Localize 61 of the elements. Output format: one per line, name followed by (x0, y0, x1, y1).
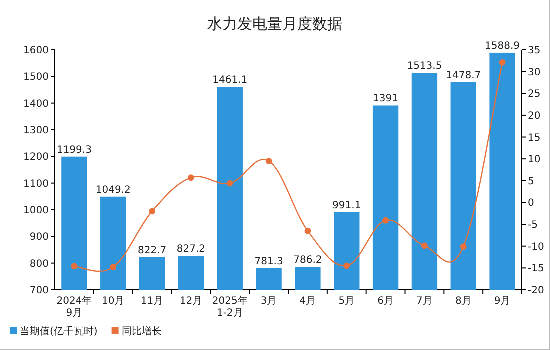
data-label: 1199.3 (56, 144, 92, 156)
point (110, 264, 117, 271)
x-tick-label: 5月 (338, 296, 356, 307)
data-label: 1461.1 (212, 75, 248, 86)
point (226, 180, 234, 187)
point (422, 242, 428, 250)
x-tick-label: 11月 (140, 296, 164, 307)
y2-tick-label: 5 (528, 176, 534, 188)
x-tick-label: 10月 (102, 296, 125, 307)
y2-tick-label: -15 (528, 264, 544, 275)
point (460, 244, 467, 250)
data-label: 822.7 (138, 245, 167, 256)
x-tick-label: 7月 (416, 296, 433, 307)
y-tick-label: 800 (30, 258, 49, 270)
y-tick-label: 1400 (24, 98, 49, 110)
data-label: 827.2 (176, 244, 206, 256)
data-label: 786.2 (294, 255, 322, 266)
x-tick-label: 12月 (180, 296, 203, 307)
point (266, 158, 272, 164)
point (304, 228, 312, 234)
data-label: 991.1 (332, 200, 362, 212)
x-tick-label: 2024年 9月 (56, 295, 92, 319)
y-tick-label: 1500 (24, 72, 49, 84)
data-label: 1049.2 (96, 184, 131, 196)
legend-label: 同比增长 (122, 326, 162, 338)
x-tick-label: 9月 (494, 296, 511, 307)
point (188, 174, 194, 182)
x-tick-label: 6月 (378, 296, 394, 307)
data-label: 1391 (373, 94, 399, 105)
y-tick-label: 1000 (24, 206, 49, 216)
y2-tick-label: 0 (528, 198, 534, 210)
y2-tick-label: 35 (528, 46, 541, 56)
y-tick-label: 1100 (24, 178, 49, 190)
y2-tick-label: 10 (528, 154, 541, 166)
data-label: 1588.9 (485, 40, 520, 52)
y-tick-label: 900 (30, 232, 49, 244)
y2-tick-label: 30 (528, 67, 541, 78)
point (71, 263, 78, 270)
point (149, 208, 156, 215)
legend-label: 当期值(亿千瓦时) (20, 326, 98, 338)
y2-tick-label: 15 (528, 132, 541, 144)
y-tick-label: 1200 (24, 152, 49, 164)
y-tick-label: 700 (30, 286, 49, 296)
y2-tick-label: -10 (528, 242, 544, 253)
y2-tick-label: -5 (528, 220, 538, 232)
y-tick-label: 1300 (24, 126, 49, 136)
y-tick-label: 1600 (24, 46, 49, 56)
y2-tick-label: -20 (528, 286, 544, 296)
x-tick-label: 3月 (260, 296, 278, 307)
point (499, 59, 506, 66)
chart-title: 水力发电量月度数据 (208, 15, 342, 33)
x-tick-label: 2025年 1-2月 (212, 295, 248, 319)
data-label: 1513.5 (407, 61, 442, 72)
data-label: 781.3 (254, 256, 284, 268)
point (382, 217, 389, 224)
y2-tick-label: 20 (528, 110, 541, 122)
x-tick-label: 8月 (455, 296, 472, 307)
y2-tick-label: 25 (528, 89, 541, 100)
x-tick-label: 4月 (300, 296, 316, 307)
data-label: 1478.7 (446, 70, 482, 82)
point (344, 262, 350, 270)
